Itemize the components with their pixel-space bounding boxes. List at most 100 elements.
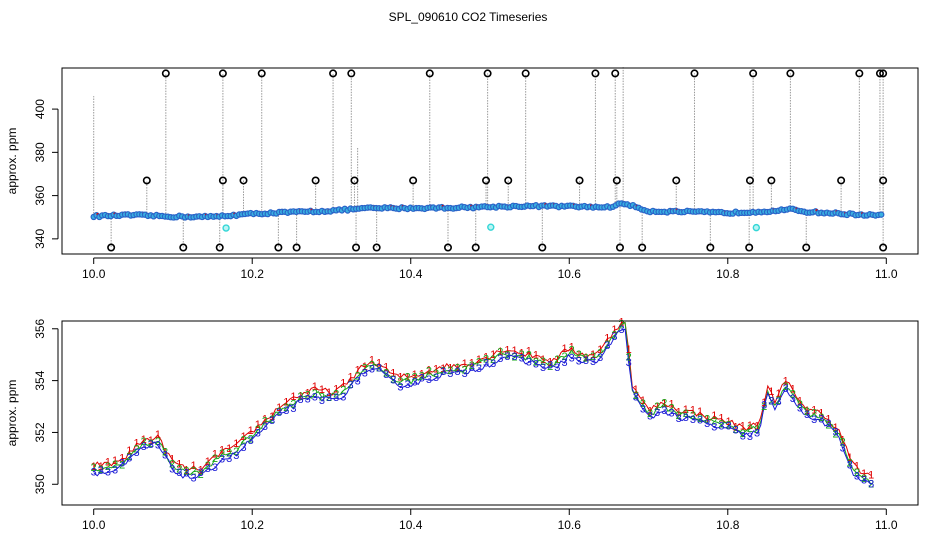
series-point-1: 1	[668, 399, 674, 411]
series-point-2: 2	[219, 448, 225, 460]
series-point-2: 2	[347, 379, 353, 391]
series-point-3: 3	[697, 415, 703, 427]
series-point-1: 1	[462, 358, 468, 370]
series-point-3: 3	[533, 359, 539, 371]
series-point-3: 3	[447, 368, 453, 380]
outlier-point	[471, 243, 480, 252]
series-point-3: 3	[405, 379, 411, 391]
series-point-3: 3	[519, 352, 525, 364]
series-point-1: 1	[512, 345, 518, 357]
series-point-3: 3	[219, 453, 225, 465]
series-point-2: 2	[761, 401, 767, 413]
series-point-2: 2	[519, 349, 525, 361]
series-point-3: 3	[390, 374, 396, 386]
series-point-1: 1	[183, 465, 189, 477]
series-point-1: 1	[504, 345, 510, 357]
series-point-3: 3	[711, 421, 717, 433]
series-point-3: 3	[283, 405, 289, 417]
series-point-2: 2	[191, 466, 197, 478]
bottom-panel-frame	[61, 320, 919, 506]
series-point-3: 3	[119, 458, 125, 470]
series-point-2: 2	[240, 434, 246, 446]
series-point-2: 2	[226, 448, 232, 460]
outlier-point	[615, 243, 624, 252]
bottom-panel-x-axis: 10.0 10.2 10.4 10.6 10.8 11.0	[82, 508, 898, 532]
series-point-3: 3	[426, 374, 432, 386]
series-point-2: 2	[768, 396, 774, 408]
outlier-point	[690, 69, 699, 78]
series-point-2: 2	[148, 438, 154, 450]
x-tick-label: 11.0	[875, 518, 898, 532]
series-point-3: 3	[105, 466, 111, 478]
series-point-3: 3	[212, 462, 218, 474]
series-point-3: 3	[162, 449, 168, 461]
x-tick-label: 10.0	[82, 267, 106, 281]
series-point-3: 3	[148, 439, 154, 451]
outlier-point	[638, 243, 647, 252]
series-point-3: 3	[740, 431, 746, 443]
series-point-1: 1	[347, 372, 353, 384]
series-point-3: 3	[647, 411, 653, 423]
series-point-2: 2	[861, 473, 867, 485]
series-point-1: 1	[633, 384, 639, 396]
series-point-2: 2	[98, 464, 104, 476]
series-point-1: 1	[519, 348, 525, 360]
series-point-2: 2	[797, 399, 803, 411]
series-point-3: 3	[269, 415, 275, 427]
series-point-2: 2	[540, 356, 546, 368]
series-point-2: 2	[711, 415, 717, 427]
series-point-2: 2	[248, 433, 254, 445]
series-point-1: 1	[298, 390, 304, 402]
series-point-1: 1	[840, 435, 846, 447]
series-point-1: 1	[290, 391, 296, 403]
y-tick-label: 360	[33, 185, 47, 205]
series-point-2: 2	[476, 357, 482, 369]
series-point-1: 1	[412, 369, 418, 381]
series-point-3: 3	[454, 366, 460, 378]
series-point-3: 3	[676, 413, 682, 425]
series-point-1: 1	[768, 386, 774, 398]
series-point-3: 3	[783, 383, 789, 395]
series-point-3: 3	[561, 357, 567, 369]
series-point-1: 1	[540, 354, 546, 366]
series-point-1: 1	[790, 384, 796, 396]
series-point-1: 1	[362, 361, 368, 373]
series-point-2: 2	[868, 479, 874, 491]
series-point-2: 2	[554, 354, 560, 366]
series-point-1: 1	[155, 429, 161, 441]
y-tick-label: 340	[33, 229, 47, 249]
series-point-1: 1	[590, 349, 596, 361]
y-tick-label: 380	[33, 142, 47, 162]
series-point-2: 2	[333, 389, 339, 401]
series-point-1: 1	[226, 443, 232, 455]
series-point-1: 1	[569, 342, 575, 354]
series-point-1: 1	[433, 363, 439, 375]
series-point-2: 2	[811, 408, 817, 420]
series-point-3: 3	[419, 372, 425, 384]
series-point-2: 2	[397, 376, 403, 388]
series-point-3: 3	[126, 452, 132, 464]
series-point-3: 3	[98, 465, 104, 477]
series-point-2: 2	[305, 390, 311, 402]
x-tick-label: 10.8	[716, 518, 740, 532]
series-point-3: 3	[811, 414, 817, 426]
outlier-point	[107, 243, 116, 252]
series-point-1: 1	[811, 404, 817, 416]
series-point-1: 1	[426, 365, 432, 377]
series-point-2: 2	[176, 463, 182, 475]
series-point-3: 3	[847, 460, 853, 472]
outlier-point	[292, 243, 301, 252]
series-point-1: 1	[733, 421, 739, 433]
bottom-panel-y-axis-title: approx. ppm	[5, 380, 19, 447]
series-point-3: 3	[433, 372, 439, 384]
series-point-1: 1	[419, 369, 425, 381]
series-point-1: 1	[697, 406, 703, 418]
series-point-3: 3	[462, 368, 468, 380]
series-point-3: 3	[633, 392, 639, 404]
x-tick-label: 10.6	[558, 267, 582, 281]
series-point-1: 1	[861, 468, 867, 480]
series-point-1: 1	[169, 453, 175, 465]
series-point-3: 3	[718, 420, 724, 432]
outlier-point	[257, 69, 266, 78]
series-point-1: 1	[383, 362, 389, 374]
